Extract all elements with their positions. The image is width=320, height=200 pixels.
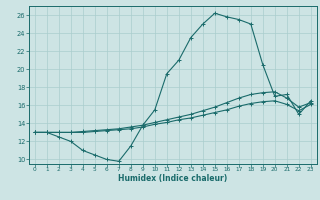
X-axis label: Humidex (Indice chaleur): Humidex (Indice chaleur) — [118, 174, 228, 183]
